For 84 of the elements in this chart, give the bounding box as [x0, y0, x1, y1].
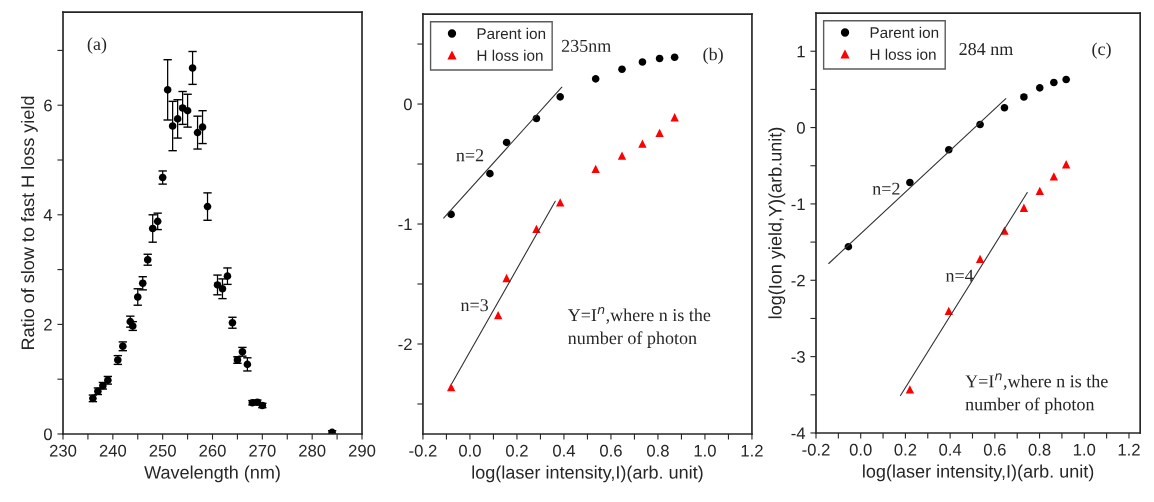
y-axis-title: Ratio of slow to fast H loss yield [20, 96, 38, 349]
x-tick-label: 280 [299, 444, 326, 457]
point [1020, 93, 1028, 101]
x-tick-label: -0.2 [409, 444, 437, 457]
x-tick-label: 0.0 [459, 444, 481, 457]
point [1049, 172, 1059, 181]
point [1061, 160, 1071, 169]
x-tick-label: 0.0 [849, 443, 872, 456]
y-tick-label: -2 [791, 274, 805, 287]
x-tick-label: 0.4 [939, 443, 962, 456]
x-tick-label: 290 [348, 444, 376, 457]
point [1035, 186, 1044, 196]
annotation: (c) [1092, 42, 1111, 59]
point [618, 65, 626, 74]
y-tick-label: -1 [791, 198, 805, 210]
legend-label: H loss ion [477, 49, 543, 61]
y-tick-label: 2 [44, 318, 52, 331]
point [1000, 103, 1009, 112]
x-tick-label: 0.4 [553, 444, 576, 457]
annotation: (a) [87, 37, 107, 54]
point [655, 128, 664, 137]
y-tick-label: -1 [398, 218, 412, 231]
point [906, 178, 914, 187]
x-tick-label: 240 [99, 444, 127, 457]
annotation: n=2 [872, 182, 900, 195]
y-tick-label: -2 [398, 338, 412, 351]
point [591, 75, 600, 83]
legend-label: Parent ion [477, 27, 546, 40]
annotation: Y=I$^{n}$,where n is the number of photon [965, 373, 1108, 415]
x-tick-label: 1.0 [694, 444, 716, 457]
point [670, 113, 679, 122]
x-tick-label: 0.8 [1028, 443, 1051, 456]
x-tick-label: 0.2 [506, 444, 528, 457]
point [638, 58, 647, 66]
point [556, 198, 565, 207]
point [502, 138, 511, 147]
y-tick-label: 1 [797, 45, 805, 58]
point [1035, 84, 1044, 92]
y-tick-label: 0 [796, 121, 805, 134]
y-tick-label: 4 [43, 209, 53, 221]
legend-label: Parent ion [870, 26, 939, 39]
annotation: 235nm [561, 39, 611, 52]
annotation: n=2 [456, 149, 484, 162]
x-tick-label: 250 [149, 444, 176, 457]
annotation: (b) [703, 47, 723, 65]
point [655, 54, 664, 63]
point [1019, 203, 1029, 212]
annotation: n=4 [945, 269, 974, 282]
point [591, 164, 600, 173]
point [493, 311, 503, 320]
x-tick-label: 0.2 [894, 443, 917, 456]
annotation: n=3 [460, 299, 489, 312]
x-tick-label: 1.2 [741, 444, 763, 457]
x-axis-title: log(laser intensity,I)(arb. unit) [472, 465, 703, 483]
x-tick-label: -0.2 [802, 443, 830, 456]
point [1062, 75, 1070, 84]
point [617, 151, 627, 160]
y-tick-label: -3 [791, 351, 805, 363]
point [446, 383, 456, 392]
x-tick-label: 1.0 [1073, 443, 1096, 456]
x-tick-label: 0.6 [600, 444, 622, 457]
y-tick-label: -4 [791, 427, 806, 440]
annotation: 284 nm [959, 42, 1014, 56]
point [944, 306, 953, 315]
point [670, 53, 679, 62]
point [638, 139, 647, 148]
legend-label: H loss ion [870, 48, 936, 60]
y-tick-label: 0 [43, 428, 52, 441]
point [905, 385, 915, 394]
y-tick-label: 6 [44, 99, 52, 112]
x-tick-label: 1.2 [1118, 443, 1140, 456]
x-tick-label: 230 [49, 444, 77, 457]
y-axis-title: log(Ion yield,Y)(arb.unit) [768, 127, 786, 319]
annotation: Y=I$^{n}$,where n is the number of photon [567, 307, 711, 348]
x-axis-title: Wavelength (nm) [144, 465, 280, 483]
point [486, 169, 494, 178]
point [1050, 78, 1058, 87]
x-tick-label: 270 [249, 444, 276, 457]
point [556, 93, 564, 101]
x-tick-label: 260 [199, 444, 226, 457]
x-axis-title: log(laser intensity,I)(arb. unit) [863, 464, 1094, 482]
x-tick-label: 0.6 [983, 443, 1006, 456]
y-tick-label: 0 [403, 98, 412, 111]
x-tick-label: 0.8 [647, 444, 669, 457]
